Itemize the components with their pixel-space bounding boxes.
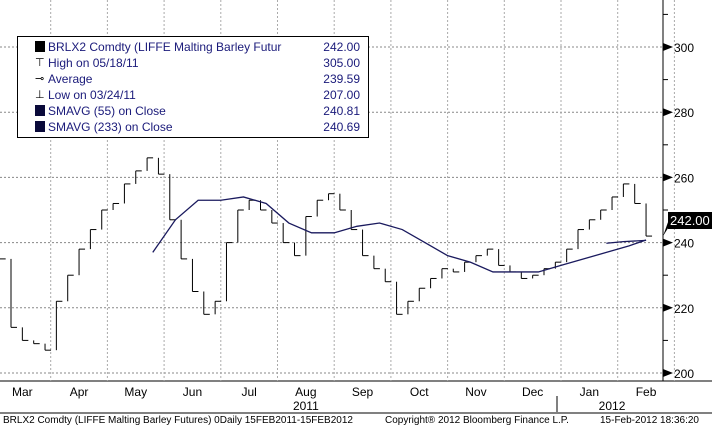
x-tick-label: Sep [352, 385, 374, 399]
y-tick-label: 200 [674, 367, 694, 381]
legend-item[interactable]: ⊸ Average 239.59 [34, 71, 364, 87]
x-tick-label: Jan [580, 385, 599, 399]
legend-item[interactable]: ⊥ Low on 03/24/11 207.00 [34, 87, 364, 103]
y-tick-label: 260 [674, 171, 694, 185]
x-tick-label: Jul [241, 385, 256, 399]
legend-item[interactable]: BRLX2 Comdty (LIFFE Malting Barley Futur… [34, 39, 364, 55]
y-tick-arrow [663, 173, 673, 182]
x-tick-label: May [124, 385, 147, 399]
x-tick-label: Oct [410, 385, 429, 399]
high-marker-icon: ⊤ [35, 57, 45, 69]
footer-copyright: Copyright® 2012 Bloomberg Finance L.P. [385, 415, 569, 426]
y-tick-label: 220 [674, 302, 694, 316]
legend-label: BRLX2 Comdty (LIFFE Malting Barley Futur [48, 40, 282, 54]
legend-value: 242.00 [323, 40, 360, 54]
legend-value: 239.59 [323, 72, 360, 86]
y-tick-arrow [663, 303, 673, 312]
last-price-pointer [663, 222, 668, 237]
footer-timestamp: 15-Feb-2012 18:36:20 [600, 415, 699, 426]
legend-label: SMAVG (55) on Close [48, 104, 166, 118]
y-tick-label: 300 [674, 41, 694, 55]
footer-security: BRLX2 Comdty (LIFFE Malting Barley Futur… [3, 415, 353, 426]
legend-value: 240.81 [323, 104, 360, 118]
x-tick-label: Aug [295, 385, 316, 399]
square-navy-icon [35, 121, 45, 132]
x-tick-label: Feb [636, 385, 657, 399]
legend-label: Average [48, 72, 93, 86]
year-label: 2012 [599, 399, 626, 413]
y-tick-label: 240 [674, 237, 694, 251]
x-tick-label: Mar [12, 385, 33, 399]
low-marker-icon: ⊥ [35, 89, 45, 101]
y-tick-arrow [663, 369, 673, 377]
legend-item[interactable]: ⊤ High on 05/18/11 305.00 [34, 55, 364, 71]
legend-value: 305.00 [323, 56, 360, 70]
legend-item[interactable]: SMAVG (233) on Close 240.69 [34, 119, 364, 135]
y-tick-arrow [663, 108, 673, 117]
year-label: 2011 [293, 399, 319, 413]
legend-item[interactable]: SMAVG (55) on Close 240.81 [34, 103, 364, 119]
legend: BRLX2 Comdty (LIFFE Malting Barley Futur… [17, 36, 369, 138]
legend-value: 207.00 [323, 88, 360, 102]
square-navy-icon [35, 105, 45, 116]
x-tick-label: Dec [522, 385, 543, 399]
square-black-icon [35, 41, 45, 52]
x-tick-label: Nov [465, 385, 486, 399]
y-tick-arrow [663, 43, 673, 51]
y-tick-label: 280 [674, 106, 694, 120]
sma-55-line [152, 196, 647, 273]
legend-label: SMAVG (233) on Close [48, 120, 173, 134]
x-tick-label: Apr [70, 385, 89, 399]
legend-label: Low on 03/24/11 [48, 88, 136, 102]
y-tick-arrow [663, 238, 673, 247]
x-tick-label: Jun [183, 385, 202, 399]
legend-label: High on 05/18/11 [48, 56, 139, 70]
average-marker-icon: ⊸ [35, 73, 45, 85]
last-price-label: 242.00 [668, 212, 712, 229]
sma-233-line [606, 239, 647, 244]
legend-value: 240.69 [323, 120, 360, 134]
